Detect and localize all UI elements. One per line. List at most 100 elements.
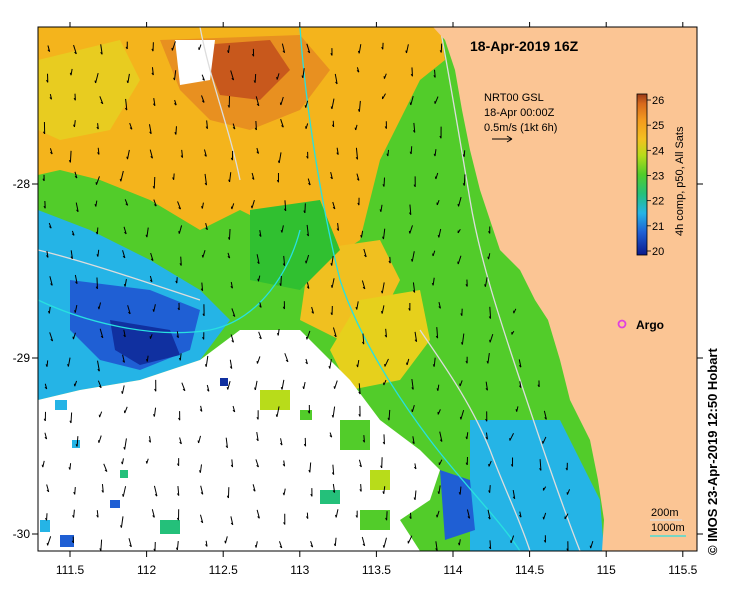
current-arrow-head: [515, 409, 518, 412]
current-arrow-head: [99, 548, 102, 551]
current-arrow-head: [458, 542, 460, 546]
current-arrow-head: [388, 260, 391, 264]
current-arrow: [46, 484, 50, 492]
current-arrow-head: [409, 102, 412, 106]
current-arrow: [67, 357, 71, 367]
current-arrow: [355, 147, 359, 160]
current-arrow: [305, 254, 310, 264]
current-arrow-head: [45, 517, 48, 521]
current-arrow: [334, 73, 338, 85]
current-arrow-head: [458, 492, 461, 495]
current-arrow: [229, 172, 232, 183]
current-arrow-head: [227, 237, 230, 240]
current-arrow-head: [283, 522, 286, 525]
current-arrow-head: [335, 514, 337, 518]
current-arrow-head: [307, 50, 311, 54]
current-arrow: [360, 484, 362, 492]
current-arrow: [255, 459, 259, 468]
current-arrow: [151, 509, 155, 518]
current-arrow: [201, 282, 204, 291]
current-arrow: [100, 539, 103, 551]
current-arrow-head: [330, 106, 333, 110]
current-arrow: [457, 255, 462, 265]
no-data-gap-north: [175, 40, 215, 85]
current-arrow-head: [355, 515, 358, 518]
current-arrow: [276, 406, 280, 417]
current-arrow-head: [151, 48, 154, 52]
current-arrow-head: [205, 544, 208, 547]
bathymetry-contours: [38, 27, 581, 551]
current-arrow-head: [336, 152, 339, 155]
current-arrow-head: [50, 338, 53, 342]
current-arrow: [153, 407, 157, 417]
current-arrow: [311, 306, 314, 314]
current-arrow-head: [153, 414, 155, 417]
current-arrow-head: [414, 339, 417, 342]
current-arrow-head: [384, 126, 387, 129]
current-arrow-head: [225, 445, 228, 449]
current-arrow: [438, 228, 442, 238]
current-arrow-head: [277, 160, 280, 164]
current-arrow-head: [459, 416, 462, 420]
current-arrow: [466, 509, 471, 519]
current-arrow-head: [306, 155, 309, 159]
current-arrow: [202, 250, 206, 258]
current-arrow-head: [176, 517, 179, 521]
current-arrow: [358, 459, 362, 467]
current-arrow-head: [330, 312, 333, 316]
current-arrow-head: [121, 461, 123, 465]
current-arrow-head: [46, 489, 50, 493]
current-arrow: [458, 196, 462, 207]
current-arrow: [176, 331, 179, 338]
current-arrow-head: [283, 208, 287, 212]
current-arrow: [306, 43, 311, 53]
current-arrow-head: [465, 284, 468, 287]
current-arrow: [381, 305, 385, 314]
current-arrow-head: [539, 468, 542, 471]
current-arrow: [411, 67, 413, 77]
current-arrow-head: [256, 103, 260, 107]
current-arrow: [97, 360, 100, 372]
current-arrow-head: [101, 490, 104, 493]
current-arrow: [122, 486, 127, 497]
current-arrow-head: [177, 307, 180, 311]
current-arrow-head: [303, 210, 306, 214]
current-arrow-head: [98, 385, 102, 389]
current-arrow: [254, 380, 258, 391]
current-arrow: [519, 381, 522, 388]
current-arrow: [414, 331, 418, 342]
current-arrow: [305, 100, 309, 108]
current-arrow-head: [154, 493, 158, 497]
current-arrow-head: [431, 282, 434, 286]
current-arrow: [335, 509, 339, 518]
current-arrow: [70, 412, 73, 424]
current-arrow-head: [201, 254, 204, 258]
current-arrow-head: [308, 182, 311, 186]
current-arrow-head: [435, 335, 439, 339]
current-arrow: [409, 225, 413, 234]
current-arrow: [332, 406, 336, 418]
current-arrow: [280, 96, 284, 106]
current-arrow: [96, 277, 98, 289]
current-arrow: [434, 96, 439, 104]
current-arrow: [383, 537, 387, 548]
current-arrow-head: [150, 156, 153, 159]
current-arrow-head: [358, 391, 361, 395]
current-arrow-head: [488, 490, 491, 493]
current-arrow: [332, 327, 337, 337]
x-tick-label: 115.5: [668, 563, 697, 577]
current-arrow-head: [439, 135, 442, 139]
current-arrow: [42, 460, 45, 468]
current-arrow-head: [382, 545, 385, 548]
depth-legend-200: 200m: [651, 507, 679, 519]
current-arrow-head: [121, 391, 123, 394]
current-arrow-head: [357, 109, 360, 112]
current-arrow: [98, 435, 102, 443]
current-arrow-head: [256, 464, 259, 468]
current-arrow-head: [96, 514, 99, 518]
current-arrow-head: [439, 439, 443, 442]
current-arrow: [103, 463, 108, 472]
current-arrow-head: [122, 494, 124, 497]
current-arrow: [284, 200, 287, 211]
current-arrow: [74, 171, 78, 179]
